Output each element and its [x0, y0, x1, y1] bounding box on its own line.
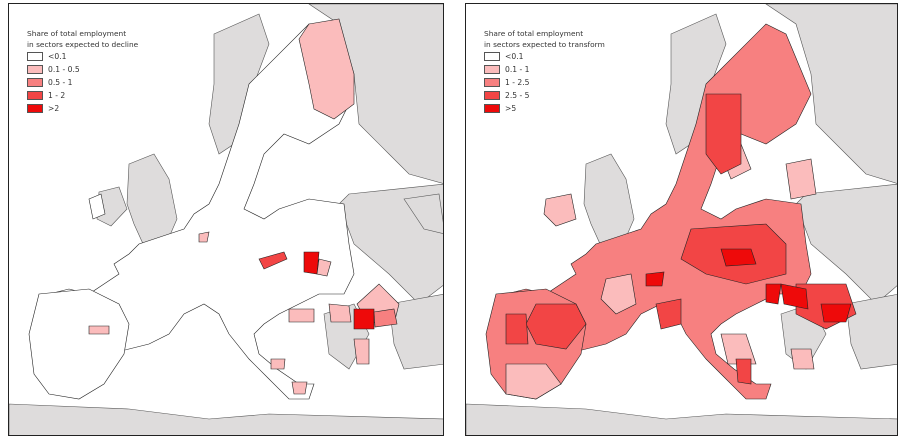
legend-label: <0.1: [48, 52, 67, 61]
europe-map-decline: [9, 4, 443, 435]
legend-transform: Share of total employment in sectors exp…: [484, 28, 605, 115]
legend-title-line1: Share of total employment: [484, 29, 584, 38]
map-panel-transform: Share of total employment in sectors exp…: [465, 3, 898, 436]
legend-swatch: [484, 91, 500, 100]
map-panel-decline: Share of total employment in sectors exp…: [8, 3, 444, 436]
legend-item: >5: [484, 102, 605, 115]
legend-swatch: [484, 104, 500, 113]
legend-label: 0.5 - 1: [48, 78, 73, 87]
legend-label: >2: [48, 104, 60, 113]
legend-title-line2: in sectors expected to decline: [27, 40, 139, 49]
legend-item: 1 - 2: [27, 89, 138, 102]
legend-item: 0.1 - 1: [484, 63, 605, 76]
legend-item: >2: [27, 102, 138, 115]
legend-title-line2: in sectors expected to transform: [484, 40, 605, 49]
legend-item: 0.5 - 1: [27, 76, 138, 89]
legend-label: 0.1 - 1: [505, 65, 530, 74]
legend-decline: Share of total employment in sectors exp…: [27, 28, 138, 115]
legend-item: 2.5 - 5: [484, 89, 605, 102]
legend-label: 1 - 2: [48, 91, 66, 100]
legend-swatch: [27, 52, 43, 61]
legend-swatch: [27, 78, 43, 87]
legend-swatch: [484, 65, 500, 74]
europe-map-transform: [466, 4, 897, 435]
legend-title-line1: Share of total employment: [27, 29, 127, 38]
legend-label: <0.1: [505, 52, 524, 61]
legend-swatch: [27, 91, 43, 100]
legend-label: 0.1 - 0.5: [48, 65, 80, 74]
light-regions: [505, 143, 817, 400]
non-eu-land: [466, 4, 897, 435]
legend-item: <0.1: [484, 50, 605, 63]
legend-item: 0.1 - 0.5: [27, 63, 138, 76]
legend-label: >5: [505, 104, 517, 113]
legend-swatch: [484, 52, 500, 61]
legend-swatch: [27, 104, 43, 113]
legend-item: 1 - 2.5: [484, 76, 605, 89]
legend-swatch: [27, 65, 43, 74]
legend-item: <0.1: [27, 50, 138, 63]
highlighted-regions: [88, 18, 400, 395]
legend-label: 1 - 2.5: [505, 78, 530, 87]
highest-regions: [645, 248, 852, 323]
eu-regions: [28, 23, 355, 400]
legend-label: 2.5 - 5: [505, 91, 530, 100]
legend-swatch: [484, 78, 500, 87]
